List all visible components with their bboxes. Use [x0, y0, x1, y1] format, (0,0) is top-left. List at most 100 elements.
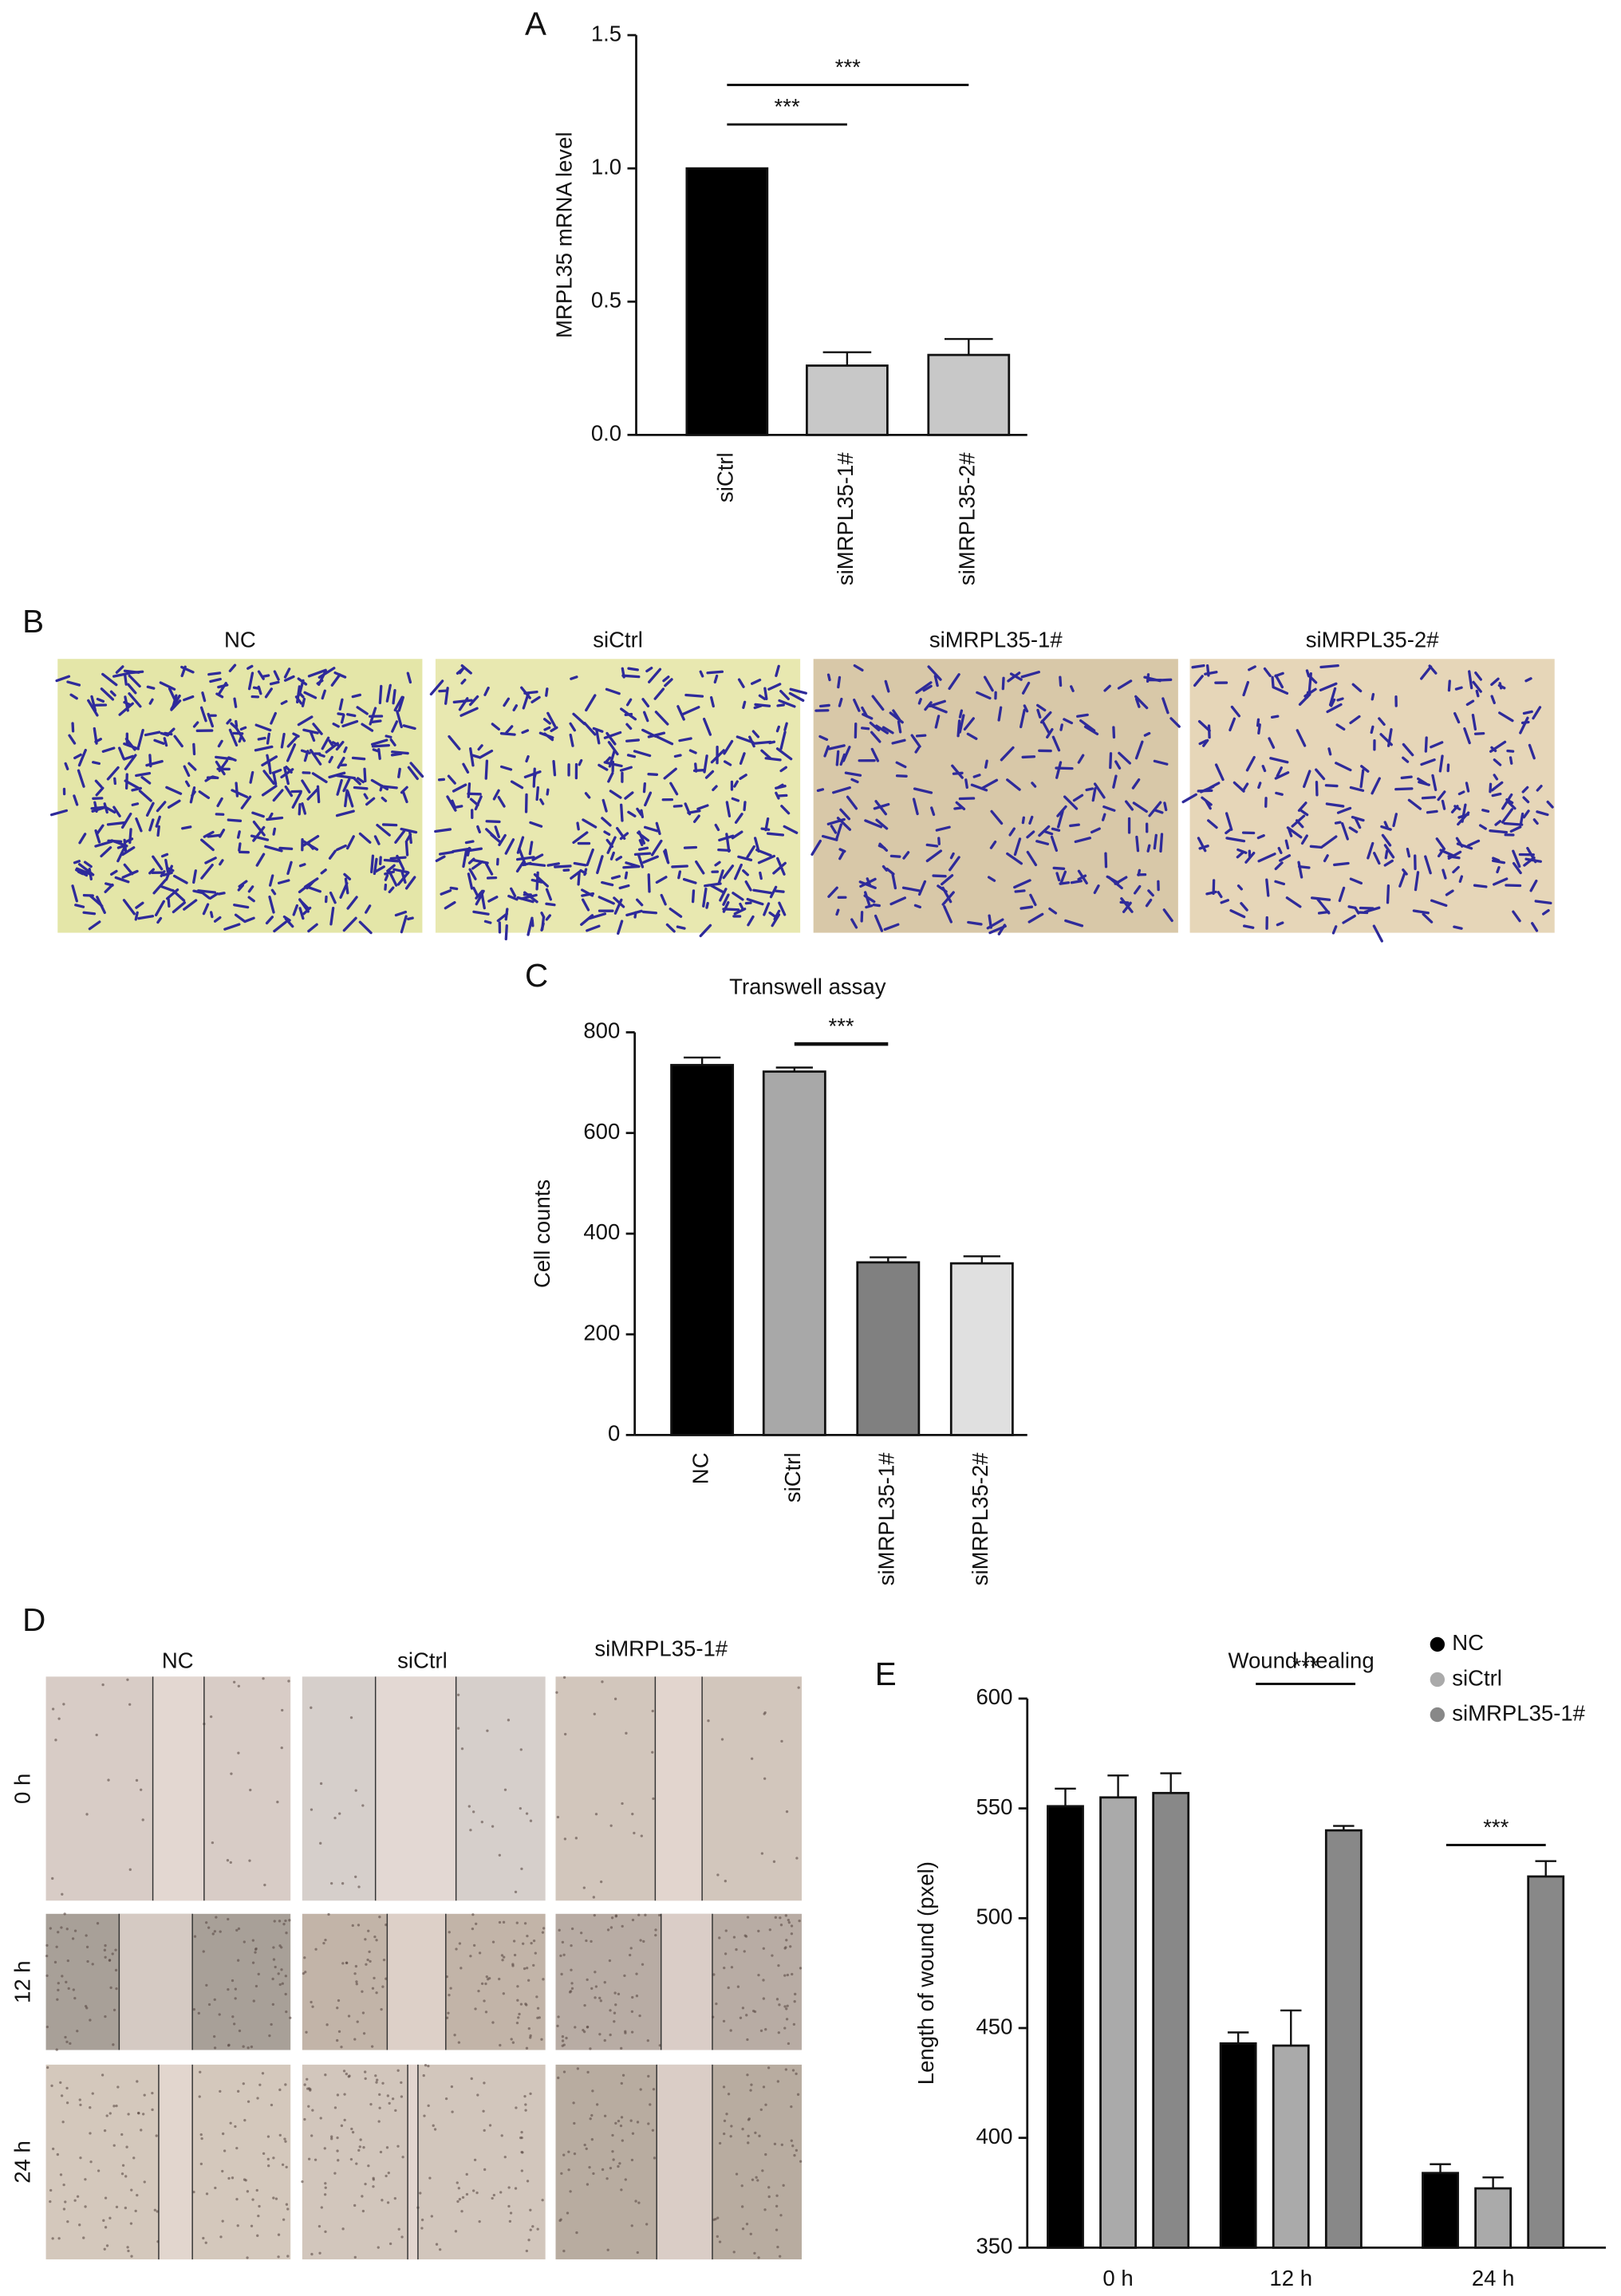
cell — [227, 2176, 231, 2180]
bar — [949, 1262, 1014, 1436]
cell — [761, 2169, 764, 2172]
cell — [310, 2252, 314, 2256]
cell — [583, 2143, 586, 2147]
cell — [199, 2070, 202, 2073]
cell — [718, 2240, 722, 2243]
cell — [729, 2135, 732, 2138]
cell — [1275, 791, 1284, 796]
cell — [618, 2162, 621, 2165]
cell — [408, 830, 412, 845]
cell — [215, 755, 234, 761]
cell — [270, 711, 277, 725]
cell — [298, 863, 306, 868]
cell — [1386, 884, 1390, 904]
cell — [355, 1983, 358, 1986]
cell — [589, 2117, 592, 2121]
cell — [237, 2089, 240, 2093]
cell — [233, 697, 238, 708]
cell — [763, 1711, 767, 1715]
cell — [79, 2103, 82, 2107]
cell — [828, 744, 846, 750]
cell — [458, 2198, 462, 2201]
cell — [723, 739, 734, 755]
cell — [327, 1912, 330, 1916]
cell — [677, 870, 682, 880]
cell — [483, 1999, 486, 2003]
cell — [742, 869, 750, 876]
cell — [116, 845, 127, 863]
cell — [647, 731, 666, 738]
cell — [504, 838, 515, 855]
cell — [336, 844, 347, 852]
cell — [710, 749, 725, 764]
cell — [142, 2113, 145, 2116]
chart-title: Transwell assay — [729, 975, 886, 999]
y-tick-label: 450 — [976, 2014, 1012, 2038]
cell — [625, 1731, 628, 1735]
cell — [163, 737, 168, 747]
cell — [131, 802, 140, 806]
cell — [613, 1991, 617, 1995]
cell — [1134, 740, 1144, 760]
cell — [231, 2015, 235, 2018]
cell — [1207, 819, 1218, 829]
cell — [536, 2227, 539, 2231]
cell — [370, 2045, 374, 2048]
cell — [123, 669, 140, 674]
cell — [610, 1916, 614, 1920]
cell — [810, 839, 822, 857]
cell — [1064, 919, 1084, 927]
cell — [1055, 761, 1063, 779]
cell — [682, 877, 697, 884]
cell — [124, 2175, 128, 2178]
cell — [247, 885, 254, 893]
cell — [881, 726, 894, 734]
cell — [561, 2039, 565, 2042]
cell — [1402, 742, 1414, 757]
cell — [927, 665, 942, 681]
cell — [235, 1928, 239, 1932]
cell — [1421, 796, 1437, 800]
cell — [530, 695, 541, 703]
cell — [336, 2093, 340, 2097]
cell — [197, 2011, 200, 2015]
cell — [514, 2187, 518, 2190]
bar — [927, 353, 1011, 436]
cell — [484, 759, 489, 780]
cell — [586, 1978, 589, 1982]
cell — [284, 2083, 287, 2086]
cell — [795, 2148, 799, 2152]
cell — [598, 763, 609, 771]
cell — [634, 2200, 637, 2203]
cell — [198, 2095, 201, 2098]
cell — [128, 674, 141, 688]
cell — [590, 2113, 594, 2117]
cell — [515, 2106, 518, 2109]
cell — [1373, 852, 1381, 865]
cell — [1038, 825, 1051, 837]
cell — [478, 2220, 481, 2223]
cell — [485, 828, 497, 839]
cell — [1407, 798, 1422, 810]
cell — [1230, 705, 1241, 718]
cell — [586, 2070, 590, 2074]
cell — [519, 1806, 522, 1810]
cell — [301, 697, 306, 707]
cell — [483, 686, 490, 696]
cell — [1077, 754, 1085, 764]
chart-title: Wound healing — [1228, 1648, 1374, 1672]
cell — [287, 1680, 290, 1683]
cell — [212, 2034, 216, 2038]
cell — [759, 2108, 763, 2112]
cell — [757, 854, 775, 864]
cell — [167, 867, 175, 872]
y-tick-label: 350 — [976, 2234, 1012, 2259]
cell — [645, 667, 653, 673]
cell — [101, 2073, 105, 2077]
cell — [257, 1972, 260, 1976]
cell — [351, 2131, 355, 2134]
cell — [301, 2180, 304, 2184]
cell — [1197, 837, 1207, 853]
cell — [82, 911, 97, 916]
cell — [1256, 718, 1260, 727]
